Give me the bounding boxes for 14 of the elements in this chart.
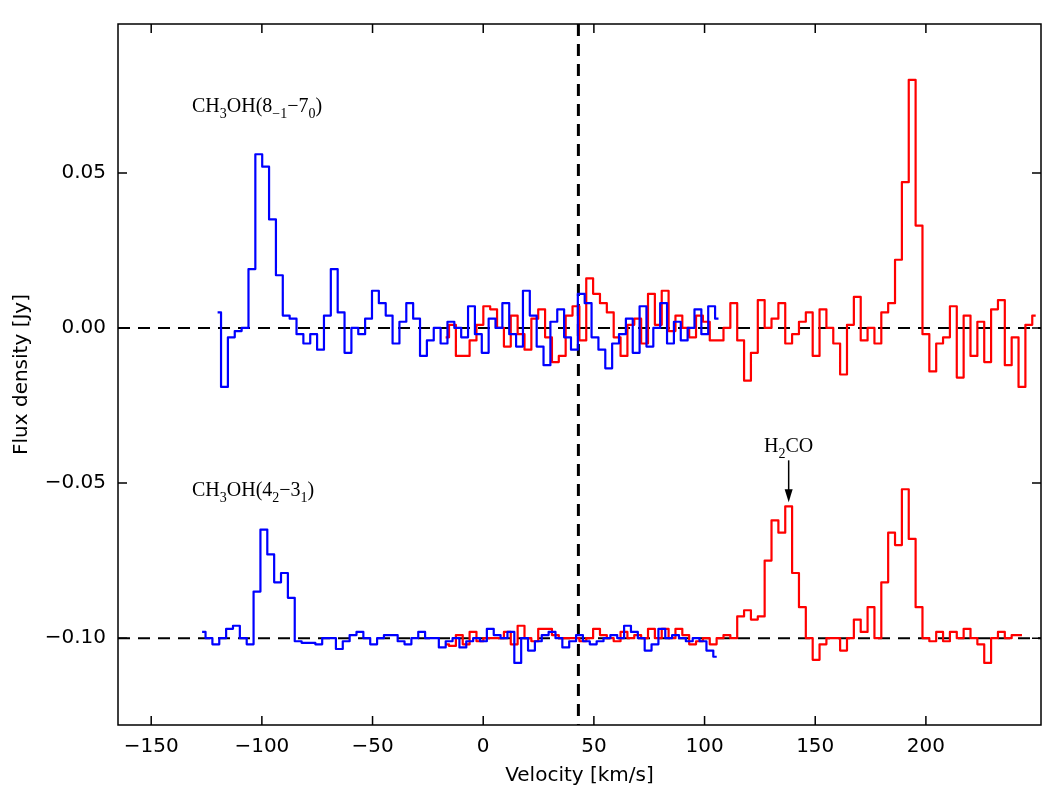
x-tick-label: −100 [234,733,290,758]
y-tick-label: −0.05 [44,469,106,494]
y-tick-label: 0.00 [61,314,106,339]
x-tick-label: 150 [796,733,835,758]
x-tick-label: 200 [906,733,945,758]
x-tick-label: 50 [581,733,607,758]
x-tick-label: 0 [476,733,490,758]
x-tick-label: −50 [351,733,394,758]
x-axis-title: Velocity [km/s] [505,762,654,787]
y-tick-label: −0.10 [44,624,106,649]
y-tick-label: 0.05 [61,159,106,184]
x-tick-label: −150 [123,733,179,758]
x-tick-label: 100 [685,733,724,758]
y-axis-title: Flux density [Jy] [8,294,33,455]
